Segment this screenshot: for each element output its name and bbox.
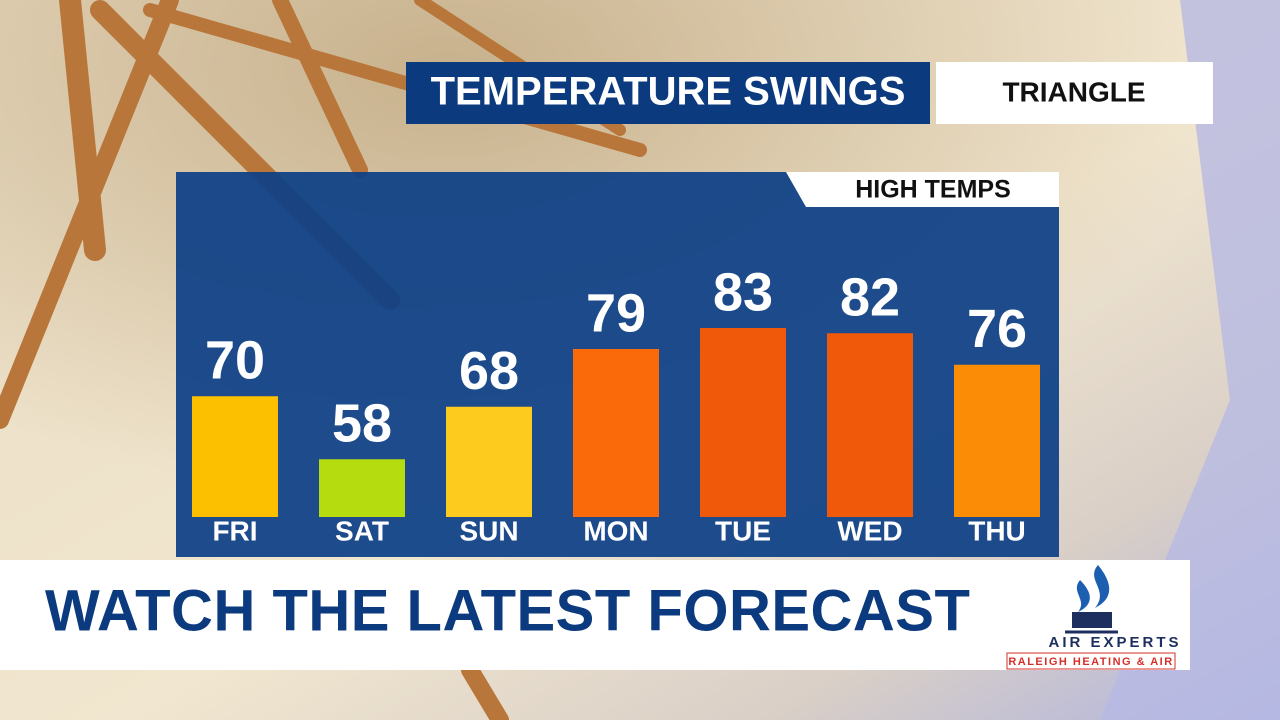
x-tick-label: FRI [212,515,257,546]
bar [192,396,278,517]
bar [700,328,786,517]
bar [573,349,659,517]
chart-title: TEMPERATURE SWINGS [431,70,906,114]
value-label: 82 [840,268,900,328]
sponsor-logo [1065,565,1118,634]
bar [446,406,532,517]
x-tick-label: WED [837,515,902,546]
value-label: 79 [586,283,646,343]
location: TRIANGLE [1002,76,1145,107]
value-label: 76 [967,299,1027,359]
x-tick-label: THU [968,515,1026,546]
value-label: 70 [205,331,265,391]
chart-subtitle: HIGH TEMPS [855,176,1011,204]
sponsor-name: AIR EXPERTS [1048,634,1181,651]
x-tick-label: SUN [459,515,518,546]
subtitle-tab [786,172,1059,207]
x-tick-label: MON [583,515,648,546]
value-label: 83 [713,262,773,322]
x-tick-label: TUE [715,515,771,546]
banner: WATCH THE LATEST FORECAST [45,578,970,643]
value-label: 58 [332,394,392,454]
x-tick-label: SAT [335,515,389,546]
bar [319,459,405,517]
plot: 70 FRI 58 SAT 68 SUN 79 MON 83 TUE 82 WED 76 THU [192,262,1040,546]
location-box [936,62,1213,124]
sponsor-tagline: RALEIGH HEATING & AIR [1008,656,1173,668]
title-box [406,62,930,124]
banner-box [0,560,1190,670]
bar [954,364,1040,517]
bar [827,333,913,517]
value-label: 68 [459,341,519,401]
sponsor-tag-box [1006,652,1176,670]
